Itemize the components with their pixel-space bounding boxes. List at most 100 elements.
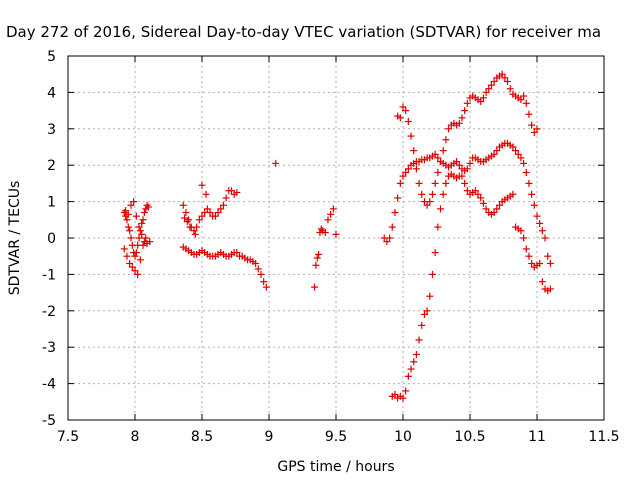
data-point	[490, 209, 498, 217]
data-point	[124, 223, 132, 231]
data-point	[431, 249, 439, 257]
data-point	[530, 128, 538, 136]
data-point	[517, 154, 525, 162]
data-point	[272, 159, 280, 167]
y-tick-label: 5	[47, 49, 56, 65]
data-point	[394, 194, 402, 202]
data-point	[227, 187, 235, 195]
data-point	[423, 307, 431, 315]
data-point	[520, 92, 528, 100]
data-point	[461, 179, 469, 187]
data-point	[131, 252, 139, 260]
data-point	[214, 209, 222, 217]
data-point	[439, 147, 447, 155]
data-point	[418, 190, 426, 198]
data-point	[190, 227, 198, 235]
data-point	[402, 387, 410, 395]
data-point	[396, 114, 404, 122]
plot-frame	[67, 55, 605, 421]
data-point	[123, 252, 131, 260]
data-point	[522, 168, 530, 176]
data-point	[313, 254, 321, 262]
data-point	[541, 234, 549, 242]
data-point	[442, 136, 450, 144]
data-point	[482, 205, 490, 213]
x-tick-label: 10	[394, 429, 412, 445]
data-point	[182, 209, 190, 217]
y-tick-label: -2	[42, 304, 56, 320]
data-point	[143, 201, 151, 209]
data-point	[391, 209, 399, 217]
data-point	[126, 259, 134, 267]
data-point	[138, 230, 146, 238]
x-tick-label: 9.5	[325, 429, 347, 445]
data-point	[146, 238, 154, 246]
data-point	[185, 216, 193, 224]
data-point	[198, 212, 206, 220]
data-point	[509, 143, 517, 151]
x-tick-label: 9	[265, 429, 274, 445]
data-point	[546, 259, 554, 267]
data-point	[127, 201, 135, 209]
data-point	[206, 209, 214, 217]
data-point	[458, 172, 466, 180]
data-point	[471, 187, 479, 195]
data-point	[410, 147, 418, 155]
data-point	[445, 125, 453, 133]
data-point	[525, 110, 533, 118]
data-point	[495, 201, 503, 209]
data-point	[183, 218, 191, 226]
data-point	[222, 194, 230, 202]
data-point	[509, 190, 517, 198]
data-point	[485, 85, 493, 93]
data-point	[546, 285, 554, 293]
data-point	[217, 205, 225, 213]
data-point	[514, 150, 522, 158]
data-point	[407, 132, 415, 140]
data-point	[455, 119, 463, 127]
data-point	[490, 150, 498, 158]
grid-lines	[68, 56, 604, 420]
data-point	[198, 181, 206, 189]
data-point	[260, 278, 268, 286]
data-point	[544, 252, 552, 260]
data-point	[434, 168, 442, 176]
data-point	[312, 261, 320, 269]
y-tick-label: -4	[42, 377, 56, 393]
data-point	[431, 179, 439, 187]
data-point	[442, 179, 450, 187]
data-point	[528, 121, 536, 129]
data-point	[120, 245, 128, 253]
y-tick-label: 3	[47, 122, 56, 138]
data-point	[426, 198, 434, 206]
data-point	[123, 216, 131, 224]
data-point	[512, 147, 520, 155]
data-points	[120, 70, 554, 402]
data-point	[525, 252, 533, 260]
x-tick-label: 10.5	[454, 429, 485, 445]
data-point	[533, 212, 541, 220]
data-point	[474, 190, 482, 198]
data-point	[517, 227, 525, 235]
data-point	[477, 194, 485, 202]
data-point	[130, 198, 138, 206]
data-point	[434, 223, 442, 231]
data-point	[466, 159, 474, 167]
data-point	[538, 278, 546, 286]
y-axis-label: SDTVAR / TECUs	[7, 181, 23, 296]
data-point	[138, 219, 146, 227]
data-point	[396, 179, 404, 187]
y-tick-labels: -5 -4 -3 -2 -1 0 1 2 3 4 5	[42, 49, 56, 429]
data-point	[321, 229, 329, 237]
data-point	[327, 210, 335, 218]
data-point	[498, 70, 506, 78]
data-point	[431, 150, 439, 158]
data-point	[254, 265, 262, 273]
data-point	[536, 259, 544, 267]
y-tick-label: 2	[47, 158, 56, 174]
data-point	[533, 125, 541, 133]
data-point	[410, 358, 418, 366]
data-point	[536, 219, 544, 227]
y-tick-label: 0	[47, 231, 56, 247]
data-point	[404, 372, 412, 380]
